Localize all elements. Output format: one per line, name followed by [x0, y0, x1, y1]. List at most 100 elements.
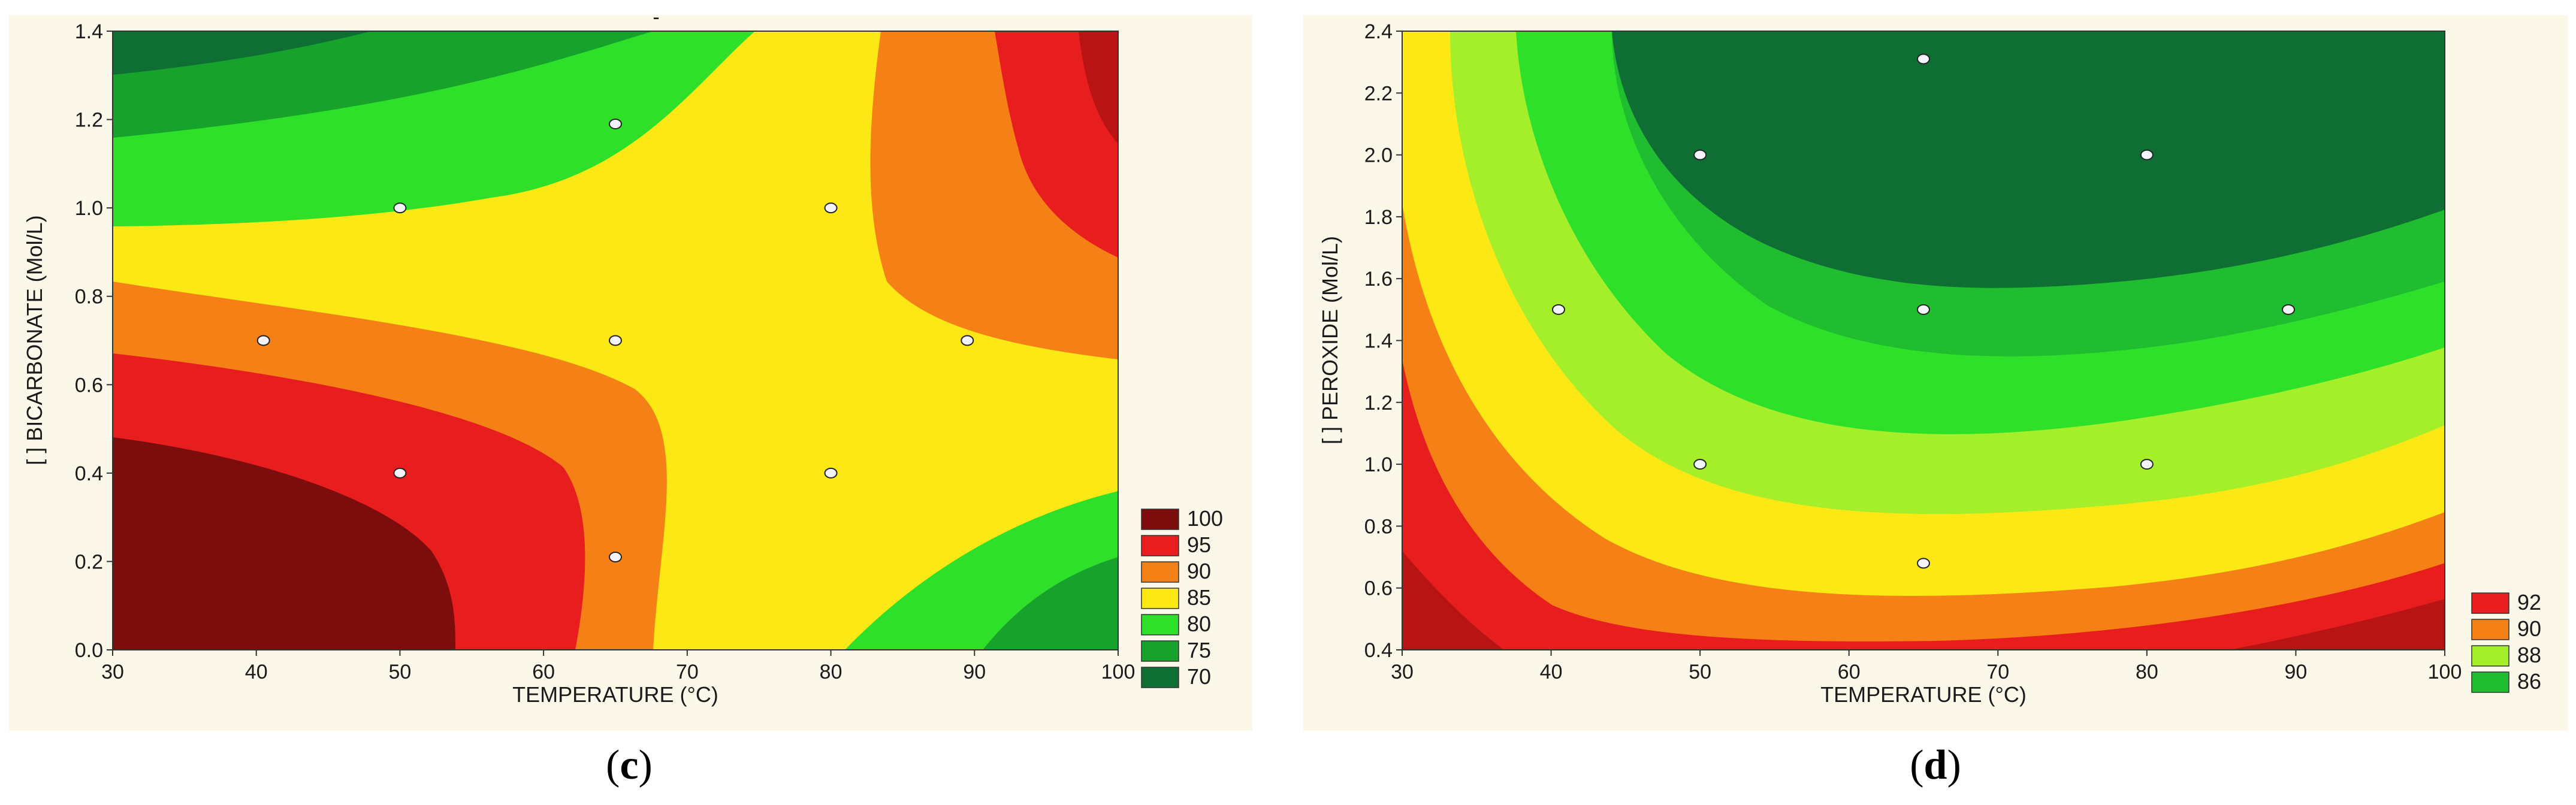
caption-c: (c) — [606, 742, 653, 788]
x-tick-label: 80 — [2136, 661, 2158, 683]
y-tick-label: 1.4 — [1364, 330, 1393, 353]
design-point — [2282, 304, 2295, 315]
panel-d-y-axis-label: [ ] PEROXIDE (Mol/L) — [1318, 236, 1342, 444]
caption-c-close: ) — [639, 742, 653, 788]
panel-c-top-mark: - — [653, 6, 659, 29]
caption-c-open: ( — [606, 742, 620, 788]
x-tick-label: 70 — [1986, 661, 2009, 683]
y-tick-label: 1.2 — [75, 109, 103, 132]
panel-c-design-points — [256, 118, 974, 563]
caption-d-open: ( — [1910, 742, 1923, 788]
legend-label: 100 — [1187, 506, 1223, 531]
y-tick-label: 0.6 — [75, 374, 103, 397]
band-94-left — [1402, 551, 1504, 650]
band-100-bottom-left — [113, 437, 455, 650]
y-tick-label: 1.0 — [75, 197, 103, 220]
panel-c-plot-border — [112, 31, 1119, 650]
y-tick-label: 1.8 — [1364, 206, 1393, 229]
legend-swatch — [1141, 509, 1179, 530]
design-point — [2140, 149, 2154, 161]
x-tick-label: 40 — [1540, 661, 1563, 683]
y-tick-label: 1.6 — [1364, 268, 1393, 290]
design-point — [609, 335, 622, 346]
panel-d-contour-field — [1402, 31, 2445, 650]
legend-swatch — [1141, 588, 1179, 609]
y-tick-label: 0.0 — [75, 639, 103, 662]
panel-d: 30 40 50 60 70 80 90 100 0.4 0.6 0.8 1.0 1.2 1.4 1.6 1… — [1303, 15, 2568, 731]
svg-text:(c): (c) — [606, 742, 653, 788]
x-tick-label: 30 — [101, 661, 124, 683]
legend-label: 86 — [2517, 669, 2541, 694]
design-point — [1693, 459, 1707, 470]
panel-c-x-ticks: 30 40 50 60 70 80 90 100 — [101, 650, 1135, 683]
legend-swatch — [1141, 667, 1179, 688]
x-tick-label: 40 — [245, 661, 268, 683]
band-89 — [1402, 31, 2445, 650]
x-tick-label: 50 — [1689, 661, 1711, 683]
design-point — [1917, 53, 1930, 65]
design-point — [961, 335, 974, 346]
x-tick-label: 100 — [2428, 661, 2462, 683]
y-tick-label: 0.2 — [75, 550, 103, 573]
y-tick-label: 2.2 — [1364, 82, 1393, 105]
design-point — [824, 467, 838, 479]
x-tick-label: 70 — [676, 661, 699, 683]
x-tick-label: 90 — [2285, 661, 2308, 683]
band-100-top-right — [1079, 31, 1118, 144]
panel-c: - 30 40 50 60 70 80 90 100 0.00.20.40 — [9, 6, 1252, 731]
caption-c-letter: c — [620, 742, 638, 788]
legend-label: 80 — [1187, 612, 1211, 636]
y-tick-label: 0.8 — [75, 286, 103, 308]
legend-label: 90 — [1187, 559, 1211, 583]
y-tick-label: 0.8 — [1364, 515, 1393, 538]
design-point — [1917, 304, 1930, 315]
x-tick-label: 60 — [532, 661, 555, 683]
design-point — [1693, 149, 1707, 161]
design-point — [824, 202, 838, 214]
band-75-bottom-right — [983, 557, 1118, 650]
legend-label: 90 — [2517, 616, 2541, 641]
y-tick-label: 2.0 — [1364, 144, 1393, 167]
band-70-top-left — [113, 31, 372, 75]
panel-d-design-points — [1552, 53, 2295, 569]
panel-c-y-ticks: 0.0 0.2 0.4 0.6 0.8 1.0 1.2 1.4 — [75, 20, 113, 662]
panel-c-x-axis-label: TEMPERATURE (°C) — [512, 682, 718, 707]
design-point — [2140, 459, 2154, 470]
design-point — [1917, 558, 1930, 569]
x-tick-label: 30 — [1391, 661, 1414, 683]
x-tick-label: 100 — [1101, 661, 1136, 683]
legend-swatch — [1141, 535, 1179, 556]
caption-d-close: ) — [1947, 742, 1961, 788]
x-tick-label: 90 — [963, 661, 986, 683]
design-point — [393, 202, 407, 214]
legend-swatch — [2471, 592, 2509, 614]
legend-swatch — [2471, 671, 2509, 693]
legend-label: 95 — [1187, 532, 1211, 557]
y-tick-label: 0.4 — [75, 462, 103, 485]
caption-d-letter: d — [1924, 742, 1947, 788]
y-tick-label: 0.4 — [1364, 639, 1393, 662]
legend-swatch — [1141, 640, 1179, 662]
caption-d: (d) — [1910, 742, 1961, 788]
legend-swatch — [1141, 614, 1179, 635]
y-tick-label: 2.4 — [1364, 20, 1393, 43]
legend-label: 75 — [1187, 638, 1211, 662]
design-point — [256, 335, 270, 346]
svg-text:(d): (d) — [1910, 742, 1961, 788]
legend-swatch — [1141, 561, 1179, 583]
x-tick-label: 80 — [820, 661, 842, 683]
design-point — [609, 118, 622, 129]
legend-swatch — [2471, 645, 2509, 667]
panel-d-y-ticks: 0.4 0.6 0.8 1.0 1.2 1.4 1.6 1.8 2.0 2.2 2.4 — [1364, 20, 1402, 662]
panel-c-y-axis-label: [ ] BICARBONATE (Mol/L) — [22, 215, 47, 465]
design-point — [393, 467, 407, 479]
panel-d-x-axis-label: TEMPERATURE (°C) — [1820, 682, 2027, 707]
y-tick-label: 0.6 — [1364, 577, 1393, 600]
y-tick-label: 1.0 — [1364, 453, 1393, 476]
x-tick-label: 60 — [1838, 661, 1861, 683]
design-point — [1552, 304, 1565, 315]
design-point — [609, 552, 622, 563]
